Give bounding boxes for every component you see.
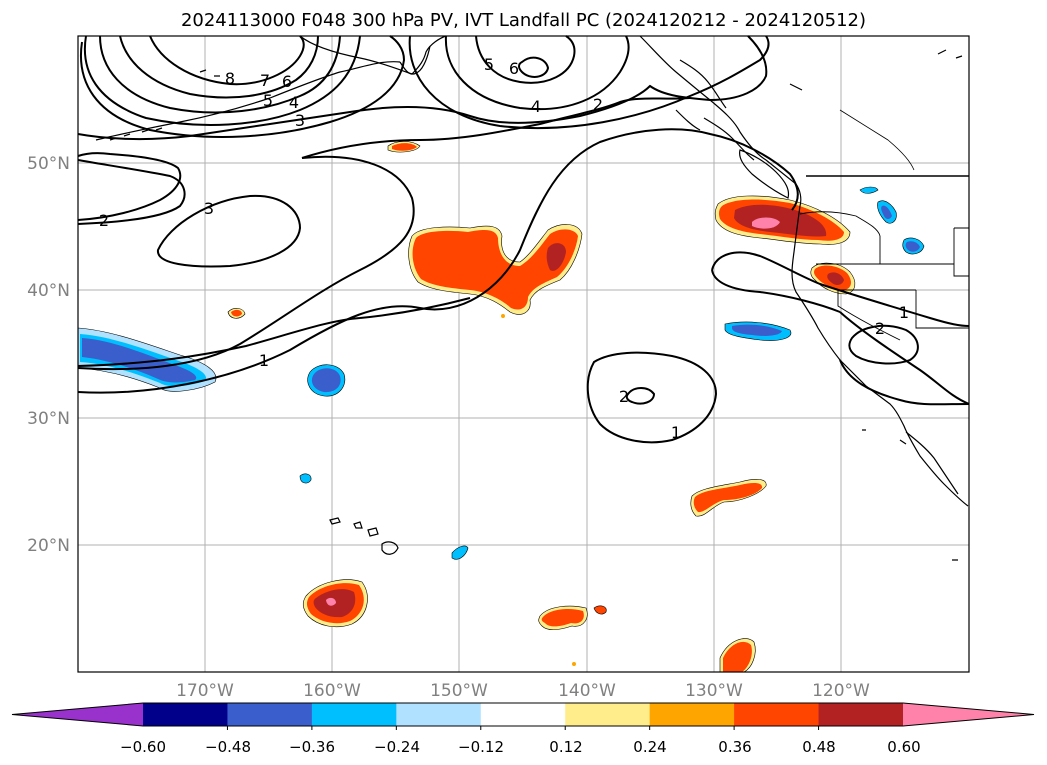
contour-label: 3 — [204, 199, 214, 218]
lon-label: 160°W — [303, 681, 361, 701]
colorbar-tick: −0.48 — [205, 738, 251, 756]
contour-label: 2 — [875, 319, 885, 338]
figure-title: 2024113000 F048 300 hPa PV, IVT Landfall… — [180, 10, 867, 31]
colorbar-segment — [143, 703, 228, 726]
latitude-labels: 50°N 40°N 30°N 20°N — [27, 154, 70, 556]
positive-ivt-anomalies — [227, 141, 856, 673]
lat-label: 30°N — [27, 409, 70, 429]
lon-label: 140°W — [558, 681, 616, 701]
contour-label: 5 — [263, 91, 273, 110]
pv-contours — [77, 35, 970, 444]
lon-label: 150°W — [430, 681, 488, 701]
contour-label: 6 — [509, 59, 519, 78]
contour-label: 2 — [593, 95, 603, 114]
lon-label: 170°W — [176, 681, 234, 701]
colorbar-tick-labels: −0.60 −0.48 −0.36 −0.24 −0.12 0.12 0.24 … — [120, 738, 921, 756]
colorbar-tick: −0.60 — [120, 738, 166, 756]
contour-label: 1 — [671, 423, 681, 442]
negative-ivt-anomalies — [77, 186, 925, 560]
colorbar-tick: 0.12 — [549, 738, 582, 756]
colorbar-extend-max — [903, 703, 1034, 726]
longitude-labels: 170°W 160°W 150°W 140°W 130°W 120°W — [176, 681, 870, 701]
colorbar-tick: −0.36 — [289, 738, 335, 756]
contour-label: 8 — [225, 69, 235, 88]
lat-label: 50°N — [27, 154, 70, 174]
gridlines — [78, 36, 969, 672]
colorbar-segment — [818, 703, 904, 726]
contour-label: 2 — [99, 211, 109, 230]
colorbar-segment — [565, 703, 651, 726]
colorbar-segment — [734, 703, 820, 726]
colorbar-segment — [311, 703, 397, 726]
colorbar-tick: −0.24 — [374, 738, 420, 756]
pv-contour-labels: 8 7 6 5 4 3 2 3 5 6 4 2 1 2 1 1 2 — [99, 55, 909, 442]
colorbar-tick: 0.24 — [633, 738, 666, 756]
contour-label: 4 — [289, 93, 299, 112]
lon-label: 130°W — [685, 681, 743, 701]
contour-label: 2 — [619, 387, 629, 406]
contour-label: 3 — [295, 111, 305, 130]
contour-label: 1 — [899, 303, 909, 322]
colorbar-tick: 0.48 — [802, 738, 835, 756]
map-frame — [77, 35, 970, 673]
colorbar-outline — [11, 702, 1035, 727]
colorbar-segment — [396, 703, 482, 726]
contour-label: 5 — [484, 55, 494, 74]
contour-label: 7 — [260, 71, 270, 90]
colorbar-segment — [649, 703, 735, 726]
colorbar-segment — [480, 703, 566, 726]
colorbar-segment — [227, 703, 313, 726]
colorbar — [11, 702, 1035, 730]
map-background — [78, 36, 969, 672]
colorbar-tick: −0.12 — [458, 738, 504, 756]
contour-label: 6 — [282, 72, 292, 91]
colorbar-tick: 0.36 — [718, 738, 751, 756]
contour-label: 4 — [531, 97, 541, 116]
lat-label: 20°N — [27, 536, 70, 556]
colorbar-extend-min — [12, 703, 143, 726]
lon-label: 120°W — [812, 681, 870, 701]
contour-label: 1 — [259, 351, 269, 370]
colorbar-tick: 0.60 — [887, 738, 920, 756]
lat-label: 40°N — [27, 281, 70, 301]
